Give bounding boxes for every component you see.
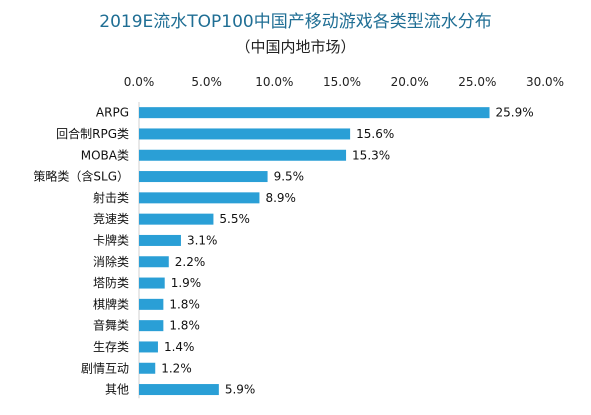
x-tick-label: 10.0% [255,75,293,89]
data-label: 15.3% [352,148,390,162]
data-label: 9.5% [274,170,305,184]
bar [139,192,260,204]
category-label: 消除类 [93,254,129,269]
category-label: 卡牌类 [93,233,129,247]
category-label: 剧情互动 [81,361,129,375]
x-tick-label: 0.0% [124,75,155,89]
data-label: 1.8% [169,297,200,311]
data-label: 1.2% [161,361,192,375]
data-label: 8.9% [265,191,296,205]
category-label: MOBA类 [81,148,129,162]
bar [139,298,164,310]
bar [139,277,165,289]
data-label: 5.9% [225,383,256,397]
x-tick-label: 5.0% [191,75,222,89]
data-label: 1.4% [164,340,195,354]
category-label: 回合制RPG类 [56,126,129,141]
category-label: 射击类 [93,190,129,205]
x-tick-label: 25.0% [458,75,496,89]
bar [139,149,347,161]
category-label: ARPG [96,106,129,120]
x-tick-label: 20.0% [391,75,429,89]
bar [139,128,351,140]
bar [139,107,490,119]
data-label: 5.5% [219,212,250,226]
bar [139,213,214,225]
category-label: 塔防类 [93,275,129,290]
chart-subtitle: （中国内地市场） [235,38,356,56]
bar [139,362,156,374]
x-tick-label: 30.0% [526,75,564,89]
data-label: 2.2% [175,255,206,269]
category-label: 棋牌类 [93,297,129,311]
chart-title: 2019E流水TOP100中国产移动游戏各类型流水分布 [99,12,492,32]
x-tick-label: 15.0% [323,75,361,89]
bar [139,256,169,268]
category-label: 策略类（含SLG） [33,169,129,184]
bar [139,320,164,332]
bar [139,234,181,246]
category-label: 音舞类 [93,318,129,333]
data-label: 1.9% [171,276,202,290]
data-label: 15.6% [356,127,394,141]
bar [139,171,268,183]
bar [139,384,219,396]
category-label: 生存类 [93,340,129,354]
category-label: 其他 [105,383,129,397]
bar [139,341,158,353]
category-label: 竞速类 [93,212,129,226]
data-label: 1.8% [169,319,200,333]
data-label: 25.9% [496,106,534,120]
data-label: 3.1% [187,233,218,247]
